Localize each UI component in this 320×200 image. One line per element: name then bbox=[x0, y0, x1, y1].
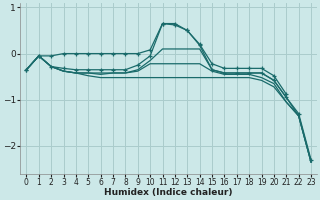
X-axis label: Humidex (Indice chaleur): Humidex (Indice chaleur) bbox=[104, 188, 233, 197]
